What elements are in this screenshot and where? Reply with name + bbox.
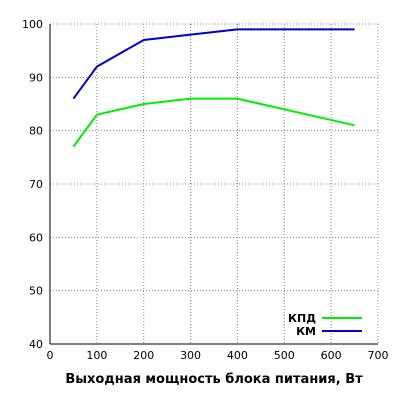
- x-tick-label: 600: [321, 349, 342, 362]
- y-tick-label: 70: [29, 178, 43, 191]
- x-axis-title: Выходная мощность блока питания, Вт: [65, 372, 363, 387]
- legend-label-1: КПД: [288, 312, 316, 325]
- y-tick-label: 100: [22, 18, 43, 31]
- y-tick-label: 40: [29, 338, 43, 351]
- plot-area: [49, 24, 378, 345]
- x-tick-label: 500: [274, 349, 295, 362]
- series-group: [72, 28, 355, 148]
- x-tick-label: 0: [47, 349, 54, 362]
- x-tick-label: 200: [133, 349, 154, 362]
- x-tick-label: 400: [227, 349, 248, 362]
- y-tick-label: 50: [29, 285, 43, 298]
- y-tick-label: 90: [29, 71, 43, 84]
- series-line-2: [72, 28, 355, 100]
- x-tick-label: 700: [368, 349, 389, 362]
- y-tick-label: 60: [29, 231, 43, 244]
- grid: [50, 23, 379, 344]
- series-line-1: [72, 97, 355, 148]
- tick-labels: 0 100 200 300 400 500 600 700 40 50 60 70 80 90 100: [22, 18, 389, 362]
- legend-label-2: КМ: [296, 325, 316, 338]
- x-tick-label: 100: [86, 349, 107, 362]
- y-tick-label: 80: [29, 125, 43, 138]
- x-tick-label: 300: [180, 349, 201, 362]
